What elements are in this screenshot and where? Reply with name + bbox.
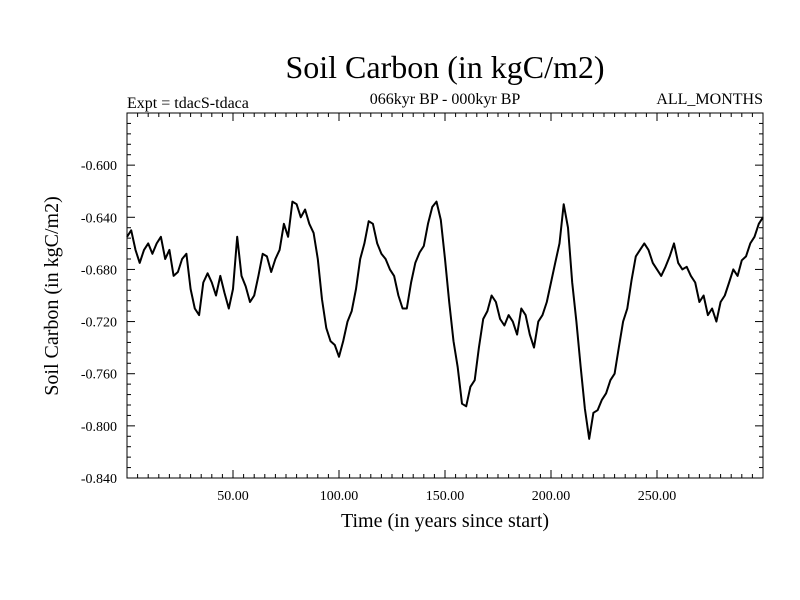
x-tick-label: 250.00 [638,489,677,504]
x-axis-label: Time (in years since start) [341,510,549,532]
y-axis-label: Soil Carbon (in kgC/m2) [41,196,63,395]
plot-area [126,200,764,440]
y-tick-label: -0.720 [81,316,117,331]
x-tick-label: 150.00 [426,489,465,504]
y-tick-label: -0.760 [81,368,117,383]
months-label: ALL_MONTHS [656,91,763,108]
y-tick-label: -0.840 [81,472,117,487]
series-line-0 [126,200,764,440]
period-label: 066kyr BP - 000kyr BP [370,91,521,108]
experiment-label: Expt = tdacS-tdaca [127,95,249,112]
y-axis-ticks [127,122,763,469]
y-tick-label: -0.600 [81,159,117,174]
y-tick-label: -0.680 [81,263,117,278]
y-axis-tick-labels: -0.840 -0.800 -0.760 -0.720 -0.680 -0.640 -0.6… [81,159,117,487]
x-tick-label: 50.00 [217,489,249,504]
y-tick-label: -0.640 [81,211,117,226]
x-tick-label: 200.00 [532,489,571,504]
plot-frame [126,112,764,479]
chart-title: Soil Carbon (in kgC/m2) [285,49,604,85]
x-axis-tick-labels: 50.00 100.00 150.00 200.00 250.00 [217,489,676,504]
y-tick-label: -0.800 [81,420,117,435]
x-axis-ticks [137,113,753,478]
x-tick-label: 100.00 [320,489,359,504]
